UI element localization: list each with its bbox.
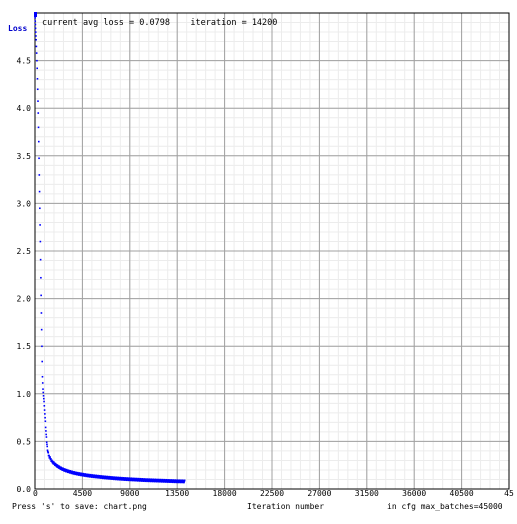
x-tick-label: 27000 [307, 489, 331, 498]
loss-point [40, 328, 43, 331]
major-grid [35, 13, 509, 489]
plot-frame [34, 12, 510, 490]
x-tick-label: 18000 [213, 489, 237, 498]
loss-point [44, 413, 46, 415]
loss-point [45, 433, 47, 436]
loss-point [45, 441, 48, 444]
loss-point [55, 463, 58, 466]
loss-point [59, 466, 61, 468]
loss-point [42, 391, 45, 394]
loss-point [38, 174, 41, 176]
x-tick-label: 4500 [73, 489, 92, 498]
loss-point [49, 456, 51, 458]
loss-point [44, 420, 47, 423]
loss-point [43, 405, 46, 407]
loss-point [42, 388, 44, 390]
loss-point [34, 17, 36, 19]
loss-point [183, 479, 186, 482]
x-tick-label: 22500 [260, 489, 284, 498]
loss-point [42, 395, 45, 397]
loss-point [53, 462, 56, 464]
y-tick-label: 2.0 [17, 295, 32, 304]
loss-point [36, 59, 38, 62]
y-tick-label: 1.0 [17, 390, 32, 399]
loss-series [34, 12, 186, 484]
x-tick-label: 45 [504, 489, 514, 498]
footer-max-batches: in cfg max_batches=45000 [387, 502, 503, 511]
loss-point [36, 77, 39, 80]
loss-point [36, 67, 39, 70]
loss-point [41, 382, 44, 384]
x-axis-label: Iteration number [247, 502, 324, 511]
y-tick-label: 1.5 [17, 342, 32, 351]
loss-point [35, 38, 37, 41]
loss-point [36, 88, 39, 91]
loss-point [37, 140, 40, 143]
x-tick-label: 13500 [165, 489, 189, 498]
footer-save-hint: Press 's' to save: chart.png [12, 502, 147, 511]
loss-point [48, 454, 50, 457]
loss-point [46, 445, 49, 448]
x-tick-label: 40500 [450, 489, 474, 498]
loss-point [37, 126, 40, 129]
y-tick-label: 0.0 [17, 485, 32, 494]
loss-point [50, 458, 52, 460]
loss-point [34, 27, 37, 30]
y-axis-label: Loss [8, 24, 27, 33]
y-tick-label: 4.5 [17, 57, 32, 66]
loss-point [39, 224, 41, 226]
loss-point [43, 409, 46, 411]
loss-point [46, 449, 49, 452]
loss-point [41, 375, 44, 378]
loss-point [44, 416, 46, 419]
x-tick-label: 9000 [120, 489, 139, 498]
start-marker [34, 12, 37, 17]
loss-point [34, 31, 37, 33]
y-tick-label: 3.0 [17, 199, 32, 208]
loss-point [52, 461, 55, 463]
y-tick-label: 0.5 [17, 437, 32, 446]
loss-point [54, 462, 57, 465]
loss-point [40, 312, 43, 314]
y-tick-label: 3.5 [17, 152, 32, 161]
loss-point [56, 464, 59, 466]
loss-point [43, 400, 45, 403]
loss-point [45, 436, 48, 438]
loss-point [41, 345, 43, 348]
loss-point [51, 460, 54, 463]
y-tick-label: 4.0 [17, 104, 32, 113]
loss-point [58, 465, 61, 468]
loss-point [38, 190, 41, 193]
loss-point [57, 465, 60, 467]
loss-point [34, 23, 37, 26]
y-tick-label: 2.5 [17, 247, 32, 256]
loss-point [38, 157, 40, 160]
y-tick-labels: 0.0 0.5 1.0 1.5 2.0 2.5 3.0 3.5 4.0 4.5 [17, 57, 32, 494]
x-tick-label: 0 [33, 489, 38, 498]
loss-point [37, 112, 40, 114]
loss-point [39, 240, 42, 243]
loss-point [44, 426, 47, 429]
loss-point [42, 397, 45, 400]
loss-point [41, 360, 44, 363]
loss-point [40, 294, 42, 297]
loss-point [46, 443, 48, 446]
x-tick-labels: 0 4500 9000 13500 18000 22500 27000 31500 36000 4… [33, 489, 514, 498]
loss-point [45, 430, 47, 432]
loss-point [35, 45, 38, 48]
loss-point [37, 100, 39, 102]
chart-title: current avg loss = 0.0798 iteration = 14… [42, 18, 277, 28]
loss-point [39, 258, 42, 261]
loss-point [47, 451, 50, 454]
loss-point [40, 276, 42, 279]
x-tick-label: 31500 [355, 489, 379, 498]
loss-point [35, 35, 37, 37]
loss-point [51, 459, 53, 462]
loss-point [34, 20, 37, 22]
x-tick-label: 36000 [402, 489, 426, 498]
loss-point [35, 52, 38, 54]
loss-point [39, 207, 41, 210]
